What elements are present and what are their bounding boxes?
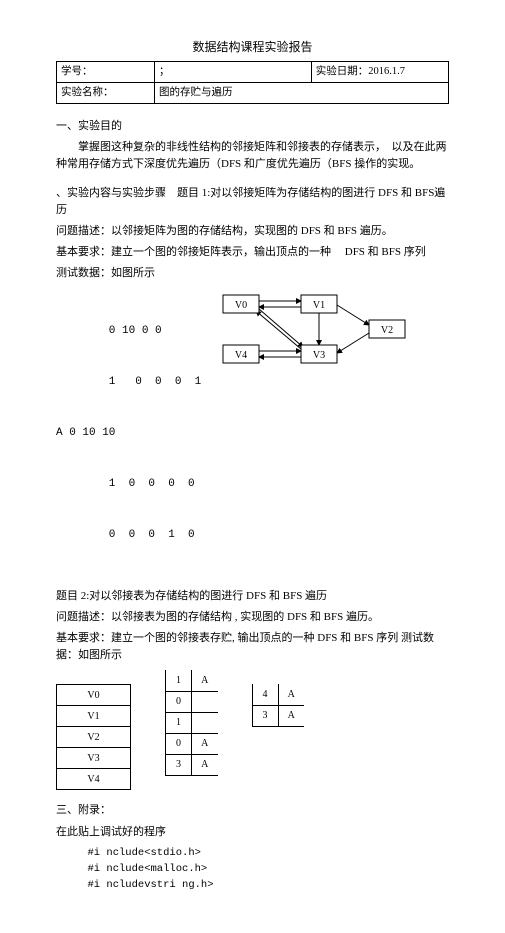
figure1: 0 10 0 0 1 0 0 0 1 A 0 10 10 1 0 0 0 0 0…: [56, 289, 449, 579]
lcell: 0: [166, 733, 192, 754]
vertex-table: V0 V1 V2 V3 V4: [56, 684, 131, 790]
lcell: [192, 712, 218, 733]
vcell: V2: [57, 727, 131, 748]
lcell: 3: [166, 754, 192, 775]
adjlist-tables: V0 V1 V2 V3 V4 1A 0 1 0A 3A 4A 3A: [56, 670, 449, 790]
graph-diagram: V0 V1 V4 V3 V2: [211, 289, 411, 379]
svg-text:V0: V0: [235, 300, 247, 311]
lcell: 1: [166, 712, 192, 733]
adjacency-matrix: 0 10 0 0 1 0 0 0 1 A 0 10 10 1 0 0 0 0 0…: [56, 289, 201, 579]
lcell: A: [278, 684, 304, 705]
code-line: #i nclude<stdio.h>: [56, 845, 449, 861]
lcell: A: [278, 705, 304, 726]
q2-p1: 问题描述：以邻接表为图的存储结构 , 实现图的 DFS 和 BFS 遍历。: [56, 609, 449, 626]
sec2-p3: 测试数据：如图所示: [56, 265, 449, 282]
lcell: 0: [166, 691, 192, 712]
sec2-head: 、实验内容与实验步骤 题目 1:对以邻接矩阵为存储结构的图进行 DFS 和 BF…: [56, 185, 449, 219]
vcell: V1: [57, 706, 131, 727]
svg-text:V2: V2: [381, 325, 393, 336]
lcell: 1: [166, 670, 192, 691]
mrow: 0 0 0 1 0: [56, 527, 201, 544]
svg-text:V4: V4: [235, 350, 247, 361]
link-table-2: 4A 3A: [252, 684, 305, 727]
sec1-head: 一、实验目的: [56, 118, 449, 135]
sid-val: ；: [159, 66, 170, 77]
lcell: 3: [252, 705, 278, 726]
sid-label: 学号：: [61, 66, 93, 77]
code-line: #i ncludevstri ng.h>: [56, 877, 449, 893]
lcell: 4: [252, 684, 278, 705]
date-label: 实验日期：: [316, 66, 369, 77]
report-title: 数据结构课程实验报告: [56, 38, 449, 57]
q2-p2: 基本要求：建立一个图的邻接表存贮, 输出顶点的一种 DFS 和 BFS 序列 测…: [56, 630, 449, 664]
mrow: 1 0 0 0 0: [56, 476, 201, 493]
exp-label: 实验名称：: [61, 87, 114, 98]
svg-text:V3: V3: [313, 350, 325, 361]
mrow: 1 0 0 0 1: [56, 374, 201, 391]
date-val: 2016.1.7: [368, 66, 405, 77]
exp-val: 图的存贮与遍历: [159, 87, 233, 98]
sec2-p2: 基本要求：建立一个图的邻接矩阵表示，输出顶点的一种 DFS 和 BFS 序列: [56, 244, 449, 261]
vcell: V4: [57, 769, 131, 790]
lcell: [192, 691, 218, 712]
vcell: V0: [57, 685, 131, 706]
vcell: V3: [57, 748, 131, 769]
sec3-head: 三、附录：: [56, 802, 449, 819]
lcell: A: [192, 670, 218, 691]
link-table-1: 1A 0 1 0A 3A: [165, 670, 218, 776]
mrow: 0 10 0 0: [56, 323, 201, 340]
mrow: A 0 10 10: [56, 425, 201, 442]
code-line: #i nclude<malloc.h>: [56, 861, 449, 877]
sec2-p1: 问题描述：以邻接矩阵为图的存储结构，实现图的 DFS 和 BFS 遍历。: [56, 223, 449, 240]
q2-head: 题目 2:对以邻接表为存储结构的图进行 DFS 和 BFS 遍历: [56, 588, 449, 605]
sec3-p1: 在此贴上调试好的程序: [56, 824, 449, 841]
lcell: A: [192, 754, 218, 775]
lcell: A: [192, 733, 218, 754]
svg-text:V1: V1: [313, 300, 325, 311]
sec1-p1: 掌握图这种复杂的非线性结构的邻接矩阵和邻接表的存储表示， 以及在此两种常用存储方…: [56, 139, 449, 173]
info-table: 学号： ； 实验日期：2016.1.7 实验名称： 图的存贮与遍历: [56, 61, 449, 105]
